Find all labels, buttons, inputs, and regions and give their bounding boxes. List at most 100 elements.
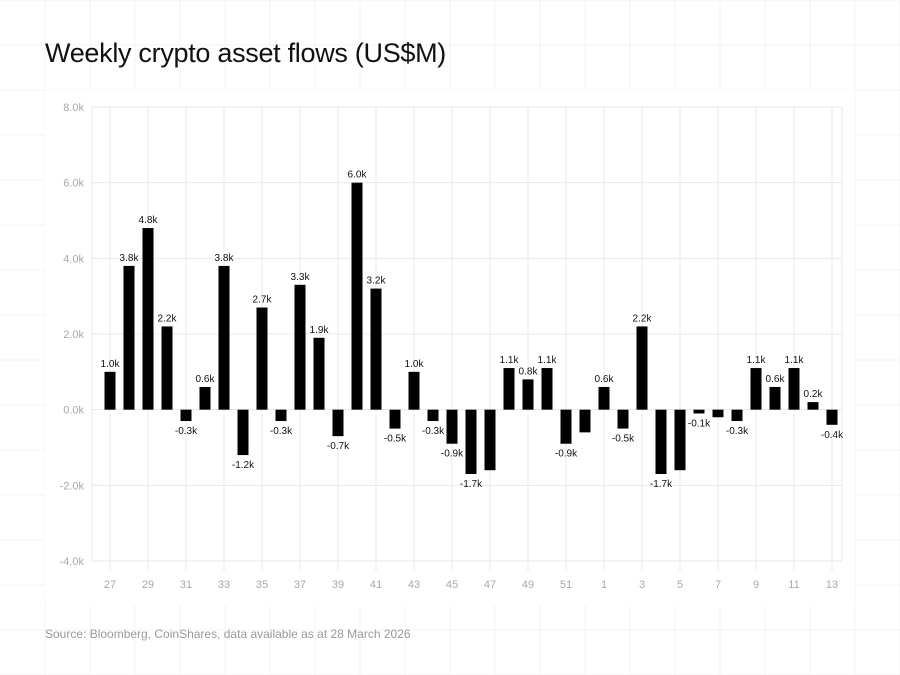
bar: [427, 409, 439, 422]
x-tick-label: 37: [294, 579, 306, 591]
data-label: -0.5k: [384, 434, 407, 445]
y-tick-label: 6.0k: [63, 178, 84, 190]
bar: [389, 409, 401, 429]
data-label: 2.7k: [253, 295, 273, 306]
data-label: 0.2k: [804, 389, 824, 400]
data-label: 1.1k: [500, 355, 520, 366]
x-tick-label: 9: [753, 579, 759, 591]
bar: [560, 409, 572, 444]
bar: [522, 379, 534, 410]
bar: [826, 409, 838, 425]
x-tick-label: 1: [601, 579, 607, 591]
data-label: 2.2k: [158, 313, 178, 324]
x-tick-label: 11: [788, 579, 799, 591]
x-tick-label: 43: [408, 579, 420, 591]
bar: [408, 371, 420, 410]
data-label: -0.5k: [612, 434, 635, 445]
data-label: -0.9k: [555, 449, 578, 460]
bar: [351, 182, 363, 410]
data-label: -0.3k: [726, 426, 749, 437]
bar: [731, 409, 743, 422]
data-label: 1.1k: [538, 355, 558, 366]
y-tick-label: -2.0k: [60, 480, 85, 492]
bar: [541, 368, 553, 410]
bar: [180, 409, 192, 422]
y-tick-label: 4.0k: [63, 253, 84, 265]
data-label: -0.9k: [441, 449, 464, 460]
bar: [199, 386, 211, 410]
bar: [370, 288, 382, 410]
bar: [788, 368, 800, 410]
data-label: 1.1k: [747, 355, 767, 366]
source-note: Source: Bloomberg, CoinShares, data avai…: [45, 627, 411, 641]
y-tick-label: 0.0k: [63, 405, 84, 417]
x-tick-label: 39: [332, 579, 344, 591]
y-tick-label: -4.0k: [60, 556, 85, 568]
x-tick-label: 27: [104, 579, 116, 591]
data-label: -0.3k: [175, 426, 198, 437]
bar: [484, 409, 496, 471]
x-tick-label: 29: [142, 579, 154, 591]
chart-title: Weekly crypto asset flows (US$M): [45, 38, 447, 68]
bar: [617, 409, 629, 429]
data-label: -1.2k: [232, 460, 255, 471]
data-label: 6.0k: [348, 170, 368, 181]
plot-panel: [45, 90, 855, 605]
data-label: 1.9k: [310, 325, 330, 336]
bar: [807, 402, 819, 410]
bar: [237, 409, 249, 456]
bar: [674, 409, 686, 471]
data-label: -0.1k: [688, 418, 711, 429]
bar: [294, 284, 306, 410]
data-label: 0.6k: [766, 374, 786, 385]
bar: [655, 409, 667, 474]
data-label: -0.3k: [270, 426, 293, 437]
bar: [123, 265, 135, 410]
bar: [332, 409, 344, 437]
y-tick-label: 2.0k: [63, 329, 84, 341]
x-tick-label: 51: [560, 579, 572, 591]
bar: [465, 409, 477, 474]
data-label: 0.6k: [595, 374, 615, 385]
bar: [712, 409, 724, 418]
x-tick-label: 41: [370, 579, 382, 591]
data-label: 3.8k: [215, 253, 235, 264]
data-label: 2.2k: [633, 313, 653, 324]
data-label: 1.0k: [101, 359, 121, 370]
bar: [446, 409, 458, 444]
data-label: 1.0k: [405, 359, 425, 370]
x-tick-label: 33: [218, 579, 230, 591]
data-label: 0.8k: [519, 366, 539, 377]
bar: [218, 265, 230, 410]
x-tick-label: 47: [484, 579, 496, 591]
data-label: -0.7k: [327, 441, 350, 452]
data-label: 3.2k: [367, 276, 387, 287]
bar: [693, 409, 705, 414]
data-label: -1.7k: [650, 479, 673, 490]
bar: [142, 228, 154, 410]
bar: [256, 307, 268, 410]
x-tick-label: 13: [826, 579, 838, 591]
bar: [104, 371, 116, 410]
data-label: -0.4k: [821, 430, 844, 441]
x-tick-label: 35: [256, 579, 268, 591]
data-label: 0.6k: [196, 374, 216, 385]
bar: [579, 409, 591, 433]
bar: [503, 368, 515, 410]
bar: [769, 386, 781, 410]
data-label: -0.3k: [422, 426, 445, 437]
data-label: 3.8k: [120, 253, 140, 264]
x-tick-label: 5: [677, 579, 683, 591]
bar: [598, 386, 610, 410]
bar: [636, 326, 648, 410]
data-label: 3.3k: [291, 272, 311, 283]
y-tick-label: 8.0k: [63, 102, 84, 114]
bar: [161, 326, 173, 410]
bar: [750, 368, 762, 410]
bar: [313, 337, 325, 410]
x-tick-label: 3: [639, 579, 645, 591]
data-label: 1.1k: [785, 355, 805, 366]
x-tick-label: 7: [715, 579, 721, 591]
